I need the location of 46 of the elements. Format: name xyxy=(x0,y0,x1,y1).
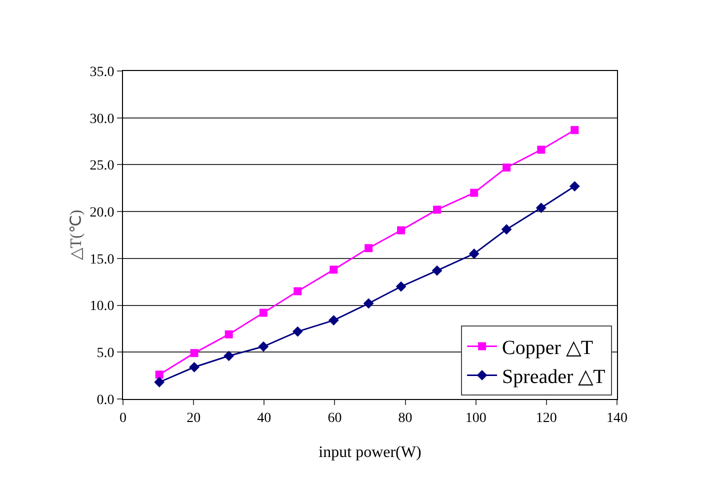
point xyxy=(189,362,200,372)
point xyxy=(224,330,233,338)
point xyxy=(364,244,373,252)
point xyxy=(433,206,442,214)
legend-label: Spreader △T xyxy=(502,366,606,388)
point xyxy=(328,315,339,326)
x-tick-label: 80 xyxy=(398,410,412,426)
y-tick-label: 30.0 xyxy=(90,112,114,127)
x-tick-label: 40 xyxy=(257,410,272,426)
point xyxy=(224,350,234,362)
point xyxy=(330,266,338,274)
point xyxy=(294,287,302,296)
point xyxy=(292,326,303,337)
point xyxy=(432,265,442,276)
y-tick-label: 20.0 xyxy=(90,205,114,220)
y-tick-label: 35.0 xyxy=(90,64,114,80)
x-tick-label: 120 xyxy=(536,410,557,426)
point xyxy=(190,349,198,358)
point xyxy=(154,376,165,388)
point xyxy=(258,341,269,352)
y-tick-label: 25.0 xyxy=(90,158,114,174)
y-tick-label: 0.0 xyxy=(96,392,114,408)
point xyxy=(501,224,512,235)
y-axis-title: △T(℃) xyxy=(68,210,85,260)
y-tick-label: 15.0 xyxy=(90,252,114,268)
x-tick-label: 140 xyxy=(606,410,628,426)
x-tick-label: 100 xyxy=(465,410,486,426)
point xyxy=(569,181,580,192)
x-tick-label: 60 xyxy=(328,410,342,426)
x-tick-label: 20 xyxy=(186,410,201,426)
point xyxy=(470,188,478,197)
point xyxy=(396,281,406,292)
legend-label: Copper △T xyxy=(502,337,594,360)
point xyxy=(363,298,374,309)
y-tick-label: 10.0 xyxy=(90,299,114,314)
point xyxy=(502,164,511,172)
point xyxy=(259,308,268,317)
y-tick-label: 5.0 xyxy=(96,346,114,362)
x-axis-title: input power(W) xyxy=(318,444,422,461)
point xyxy=(468,248,480,259)
x-tick-label: 0 xyxy=(120,410,126,426)
point xyxy=(397,226,406,234)
point xyxy=(536,202,546,214)
point xyxy=(570,126,579,134)
point xyxy=(155,370,164,379)
point xyxy=(537,146,546,154)
